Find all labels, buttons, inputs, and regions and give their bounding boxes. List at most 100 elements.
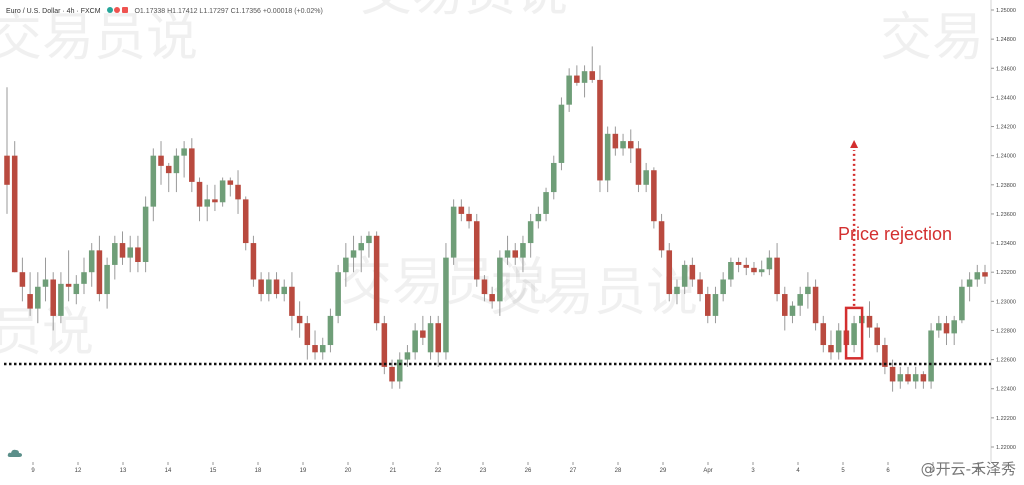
candle[interactable] — [50, 272, 56, 331]
candle[interactable] — [928, 323, 934, 389]
candle[interactable] — [951, 315, 957, 346]
candle[interactable] — [820, 315, 827, 353]
candle[interactable] — [142, 196, 149, 273]
candle[interactable] — [866, 301, 873, 338]
candle[interactable] — [651, 167, 657, 229]
candle[interactable] — [319, 337, 326, 360]
candle[interactable] — [512, 243, 519, 265]
candle[interactable] — [689, 257, 696, 287]
candle[interactable] — [104, 257, 110, 309]
candle[interactable] — [704, 286, 711, 324]
candle[interactable] — [627, 129, 634, 163]
candle[interactable] — [712, 286, 719, 324]
candle[interactable] — [959, 279, 965, 324]
candle[interactable] — [743, 257, 750, 276]
candle[interactable] — [558, 97, 565, 171]
cloud-logo-icon[interactable] — [7, 447, 23, 459]
candle[interactable] — [789, 301, 796, 324]
candle[interactable] — [936, 315, 942, 338]
candle[interactable] — [196, 177, 203, 222]
candle[interactable] — [527, 213, 534, 258]
candle[interactable] — [373, 231, 380, 331]
candle[interactable] — [42, 257, 49, 302]
candle[interactable] — [920, 371, 927, 389]
candle[interactable] — [835, 323, 842, 360]
candle[interactable] — [312, 330, 318, 360]
candle[interactable] — [782, 286, 788, 331]
candle[interactable] — [620, 133, 626, 156]
candle[interactable] — [65, 250, 72, 302]
candle[interactable] — [181, 141, 187, 178]
symbol-title[interactable]: Euro / U.S. Dollar · 4h · FXCM — [6, 7, 101, 15]
candle[interactable] — [566, 68, 572, 112]
candle[interactable] — [27, 272, 33, 316]
candle[interactable] — [73, 275, 80, 305]
candle[interactable] — [273, 272, 280, 299]
candle[interactable] — [735, 257, 742, 273]
candle[interactable] — [335, 264, 341, 324]
candle[interactable] — [11, 141, 18, 273]
candle[interactable] — [574, 65, 580, 86]
candle[interactable] — [35, 272, 41, 324]
candle[interactable] — [4, 87, 10, 214]
candle[interactable] — [897, 366, 904, 389]
candle[interactable] — [458, 199, 465, 222]
candle[interactable] — [604, 126, 611, 193]
candle[interactable] — [797, 286, 803, 316]
price-axis[interactable]: 1.22000 1.22200 1.22400 1.22600 1.22800 1.230… — [991, 8, 1016, 451]
candle[interactable] — [851, 315, 857, 353]
candle[interactable] — [173, 148, 180, 193]
candle[interactable] — [597, 65, 603, 193]
candle[interactable] — [96, 235, 103, 302]
candle[interactable] — [828, 330, 834, 360]
candle[interactable] — [327, 308, 334, 353]
candle[interactable] — [766, 250, 773, 276]
candle[interactable] — [635, 141, 642, 193]
candle[interactable] — [396, 352, 403, 389]
candle[interactable] — [658, 213, 665, 258]
candle[interactable] — [874, 323, 880, 353]
candle[interactable] — [250, 235, 257, 287]
candle[interactable] — [404, 345, 411, 367]
candle[interactable] — [381, 315, 388, 375]
candle[interactable] — [905, 366, 911, 385]
candle[interactable] — [281, 279, 288, 302]
candle[interactable] — [520, 235, 526, 273]
candle[interactable] — [697, 272, 703, 302]
candle[interactable] — [481, 275, 488, 302]
candle[interactable] — [127, 235, 133, 273]
candles-layer[interactable] — [4, 46, 988, 392]
candle[interactable] — [427, 315, 434, 360]
candle[interactable] — [882, 337, 888, 375]
candle[interactable] — [165, 162, 172, 193]
candle[interactable] — [366, 231, 372, 258]
candle[interactable] — [189, 138, 195, 193]
candle[interactable] — [966, 272, 973, 302]
candle[interactable] — [412, 323, 418, 360]
candle[interactable] — [58, 272, 64, 324]
candle[interactable] — [774, 243, 780, 302]
candle[interactable] — [304, 315, 311, 360]
candle[interactable] — [805, 272, 811, 309]
candle[interactable] — [674, 279, 680, 305]
candle[interactable] — [119, 231, 126, 265]
candle[interactable] — [112, 235, 118, 280]
candle[interactable] — [81, 257, 87, 295]
candle[interactable] — [504, 235, 511, 265]
candle[interactable] — [19, 257, 26, 302]
candle[interactable] — [443, 243, 449, 360]
candle[interactable] — [358, 235, 365, 273]
candle[interactable] — [389, 359, 395, 389]
candle[interactable] — [88, 243, 95, 287]
candle[interactable] — [643, 162, 649, 193]
candle[interactable] — [812, 279, 819, 331]
candle[interactable] — [150, 148, 157, 222]
candle[interactable] — [489, 286, 495, 309]
candle[interactable] — [258, 272, 264, 302]
candle[interactable] — [666, 243, 673, 302]
candle[interactable] — [751, 262, 757, 276]
candle[interactable] — [158, 141, 164, 185]
candle[interactable] — [543, 187, 549, 222]
candle[interactable] — [497, 250, 503, 316]
